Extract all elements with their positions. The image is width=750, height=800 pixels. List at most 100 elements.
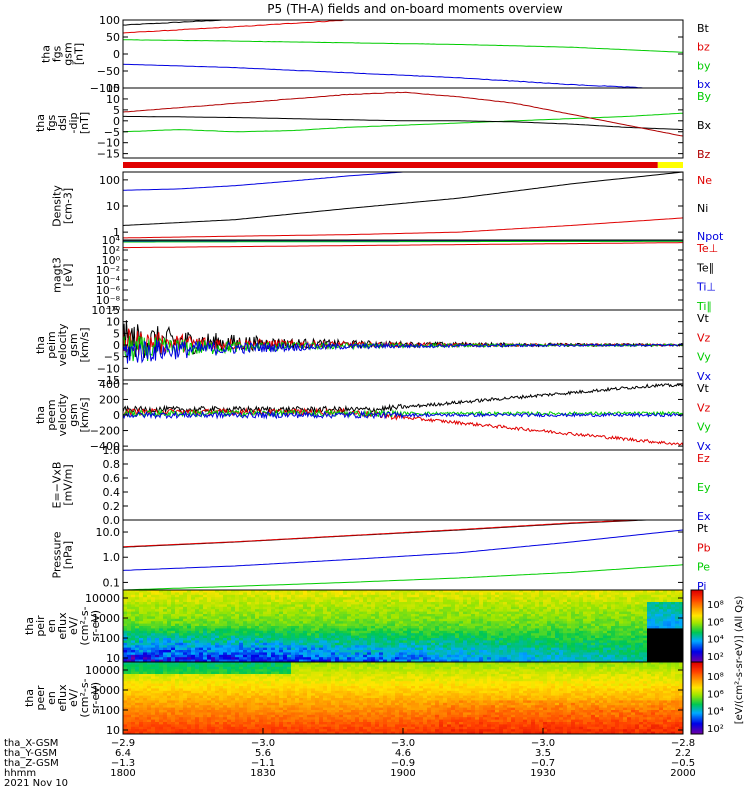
spectrogram-bin bbox=[567, 609, 572, 613]
spectrogram-bin bbox=[271, 630, 276, 634]
spectrogram-bin bbox=[143, 681, 148, 685]
spectrogram-bin bbox=[303, 659, 308, 662]
spectrogram-bin bbox=[163, 707, 168, 711]
spectrogram-bin bbox=[191, 602, 196, 605]
spectrogram-bin bbox=[623, 623, 628, 627]
y-axis-label-line: velocity bbox=[56, 323, 69, 366]
spectrogram-bin bbox=[211, 642, 216, 646]
spectrogram-bin bbox=[343, 647, 348, 651]
spectrogram-bin bbox=[123, 717, 128, 721]
spectrogram-bin bbox=[499, 602, 504, 605]
spectrogram-bin bbox=[643, 635, 648, 639]
spectrogram-bin bbox=[147, 688, 152, 692]
spectrogram-bin bbox=[555, 652, 560, 656]
spectrogram-bin bbox=[667, 623, 672, 627]
spectrogram-bin bbox=[511, 645, 516, 649]
spectrogram-bin bbox=[171, 609, 176, 613]
spectrogram-bin bbox=[283, 606, 288, 610]
spectrogram-bin bbox=[551, 638, 556, 641]
spectrogram-bin bbox=[659, 604, 664, 608]
spectrogram-bin bbox=[171, 707, 176, 711]
spectrogram-bin bbox=[539, 597, 544, 601]
spectrogram-bin bbox=[163, 606, 168, 610]
spectrogram-bin bbox=[251, 590, 256, 593]
spectrogram-bin bbox=[675, 657, 680, 661]
spectrogram-bin bbox=[595, 640, 600, 644]
spectrogram-bin bbox=[275, 628, 280, 632]
spectrogram-bin bbox=[195, 590, 200, 593]
spectrogram-bin bbox=[251, 630, 256, 634]
spectrogram-bin bbox=[383, 626, 388, 629]
spectrogram-bin bbox=[287, 609, 292, 613]
spectrogram-bin bbox=[651, 623, 656, 627]
spectrogram-bin bbox=[151, 616, 156, 620]
spectrogram-bin bbox=[563, 616, 568, 620]
spectrogram-bin bbox=[319, 606, 324, 610]
spectrogram-bin bbox=[667, 628, 672, 632]
spectrogram-bin bbox=[127, 611, 132, 615]
spectrogram-bin bbox=[259, 594, 264, 598]
spectrogram-bin bbox=[431, 594, 436, 598]
spectrogram-bin bbox=[283, 597, 288, 601]
spectrogram-bin bbox=[239, 602, 244, 605]
spectrogram-bin bbox=[639, 657, 644, 661]
spectrogram-bin bbox=[307, 645, 312, 649]
spectrogram-bin bbox=[327, 640, 332, 644]
spectrogram-bin bbox=[223, 635, 228, 639]
spectrogram-bin bbox=[459, 628, 464, 632]
spectrogram-bin bbox=[319, 633, 324, 637]
spectrogram-bin bbox=[527, 621, 532, 625]
spectrogram-bin bbox=[335, 652, 340, 656]
spectrogram-bin bbox=[583, 630, 588, 634]
spectrogram-bin bbox=[539, 609, 544, 613]
spectrogram-bin bbox=[191, 614, 196, 617]
spectrogram-bin bbox=[655, 647, 660, 651]
spectrogram-bin bbox=[159, 645, 164, 649]
spectrogram-bin bbox=[603, 635, 608, 639]
spectrogram-bin bbox=[531, 647, 536, 651]
spectrogram-bin bbox=[127, 722, 132, 725]
spectrogram-bin bbox=[239, 618, 244, 622]
spectrogram-bin bbox=[195, 642, 200, 646]
spectrogram-bin bbox=[579, 642, 584, 646]
spectrogram-bin bbox=[307, 599, 312, 603]
spectrogram-bin bbox=[359, 652, 364, 656]
spectrogram-bin bbox=[651, 638, 656, 641]
spectrogram-bin bbox=[371, 633, 376, 637]
spectrogram-bin bbox=[647, 638, 652, 641]
spectrogram-bin bbox=[159, 604, 164, 608]
spectrogram-bin bbox=[487, 623, 492, 627]
spectrogram-bin bbox=[651, 647, 656, 651]
spectrogram-bin bbox=[379, 611, 384, 615]
spectrogram-bin bbox=[219, 635, 224, 639]
spectrogram-bin bbox=[203, 638, 208, 641]
spectrogram-bin bbox=[175, 616, 180, 620]
spectrogram-bin bbox=[131, 717, 136, 721]
spectrogram-bin bbox=[419, 618, 424, 622]
spectrogram-bin bbox=[595, 621, 600, 625]
spectrogram-bin bbox=[583, 621, 588, 625]
spectrogram-bin bbox=[487, 594, 492, 598]
spectrogram-bin bbox=[135, 590, 140, 593]
spectrogram-bin bbox=[539, 650, 544, 653]
spectrogram-bin bbox=[183, 707, 188, 711]
spectrogram-bin bbox=[607, 611, 612, 615]
spectrogram-bin bbox=[415, 659, 420, 662]
spectrogram-bin bbox=[591, 659, 596, 662]
spectrogram-bin bbox=[139, 659, 144, 662]
legend-Ne: Ne bbox=[697, 174, 712, 187]
spectrogram-bin bbox=[427, 640, 432, 644]
spectrogram-bin bbox=[663, 645, 668, 649]
spectrogram-bin bbox=[563, 604, 568, 608]
spectrogram-bin bbox=[487, 604, 492, 608]
spectrogram-bin bbox=[483, 652, 488, 656]
spectrogram-bin bbox=[195, 611, 200, 615]
spectrogram-bin bbox=[639, 645, 644, 649]
spectrogram-bin bbox=[187, 698, 192, 701]
spectrogram-bin bbox=[143, 724, 148, 728]
spectrogram-bin bbox=[371, 592, 376, 596]
spectrogram-bin bbox=[455, 645, 460, 649]
spectrogram-bin bbox=[619, 645, 624, 649]
spectrogram-bin bbox=[435, 630, 440, 634]
spectrogram-bin bbox=[447, 618, 452, 622]
